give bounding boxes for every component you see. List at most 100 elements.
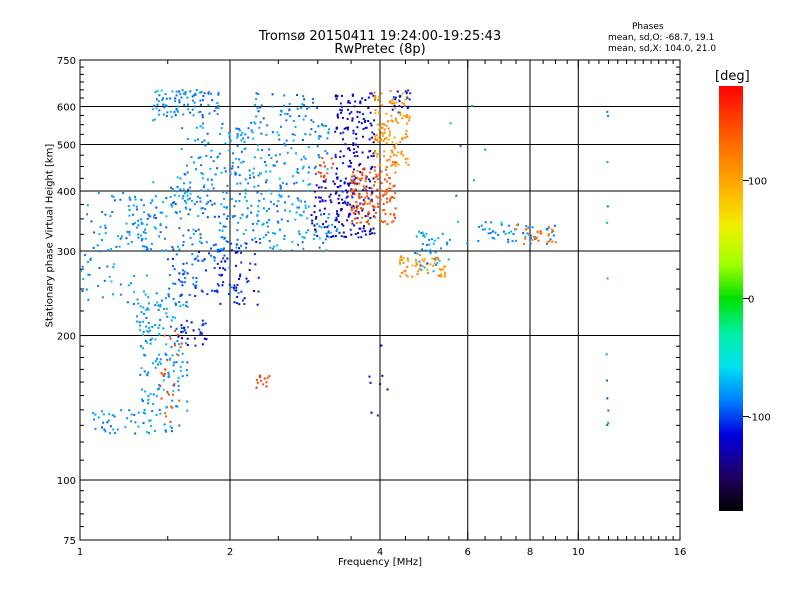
data-point	[219, 248, 222, 251]
data-point	[156, 301, 159, 304]
data-point	[313, 211, 316, 214]
data-point	[154, 91, 157, 94]
data-point	[301, 103, 304, 106]
data-point	[199, 110, 202, 113]
data-point	[160, 372, 163, 375]
data-point	[294, 152, 297, 155]
data-point	[219, 133, 222, 136]
data-point	[162, 379, 165, 382]
data-point	[455, 194, 458, 197]
data-point	[367, 96, 370, 99]
grid-lines	[80, 60, 680, 540]
data-point	[230, 286, 233, 289]
data-point	[113, 199, 116, 202]
data-point	[201, 99, 204, 102]
data-point	[197, 156, 200, 159]
data-point	[354, 100, 357, 103]
data-point	[165, 104, 168, 107]
data-point	[443, 275, 446, 278]
data-point	[395, 101, 398, 104]
data-point	[133, 274, 136, 277]
data-point	[345, 235, 348, 238]
data-point	[405, 92, 408, 95]
data-point	[487, 232, 490, 235]
data-point	[351, 196, 354, 199]
data-point	[417, 270, 420, 273]
data-point	[196, 195, 199, 198]
data-point	[217, 104, 220, 107]
data-point	[350, 190, 353, 193]
data-point	[111, 195, 114, 198]
data-point	[101, 426, 104, 429]
data-point	[244, 196, 247, 199]
data-point	[145, 249, 148, 252]
data-point	[238, 277, 241, 280]
data-point	[233, 301, 236, 304]
data-point	[550, 231, 553, 234]
data-point	[144, 339, 147, 342]
data-point	[328, 195, 331, 198]
data-point	[263, 160, 266, 163]
data-point	[155, 98, 158, 101]
data-point	[168, 357, 171, 360]
data-point	[217, 284, 220, 287]
data-point	[186, 103, 189, 106]
data-point	[369, 122, 372, 125]
data-point	[378, 102, 381, 105]
data-point	[309, 183, 312, 186]
data-point	[107, 419, 110, 422]
data-point	[151, 325, 154, 328]
data-point	[167, 295, 170, 298]
data-point	[235, 302, 238, 305]
data-point	[199, 99, 202, 102]
data-point	[165, 97, 168, 100]
data-point	[370, 167, 373, 170]
data-point	[142, 330, 145, 333]
data-point	[325, 124, 328, 127]
data-point	[386, 190, 389, 193]
data-point	[194, 286, 197, 289]
data-point	[128, 230, 131, 233]
data-point	[185, 164, 188, 167]
data-point	[116, 235, 119, 238]
data-point	[224, 260, 227, 263]
data-point	[306, 107, 309, 110]
data-point	[171, 205, 174, 208]
data-point	[156, 363, 159, 366]
data-point	[195, 280, 198, 283]
data-point	[389, 213, 392, 216]
data-point	[340, 207, 343, 210]
data-point	[388, 134, 391, 137]
data-point	[128, 214, 131, 217]
axis-ticks	[79, 59, 681, 540]
data-point	[234, 251, 237, 254]
data-point	[330, 201, 333, 204]
data-point	[326, 137, 329, 140]
data-point	[406, 135, 409, 138]
data-point	[183, 92, 186, 95]
data-point	[393, 184, 396, 187]
data-point	[99, 250, 102, 253]
data-point	[326, 168, 329, 171]
data-point	[145, 246, 148, 249]
data-point	[399, 141, 402, 144]
data-point	[207, 201, 210, 204]
colorbar-tick-label: 100	[748, 176, 767, 187]
data-point	[297, 171, 300, 174]
data-point	[280, 125, 283, 128]
data-point	[154, 366, 157, 369]
data-point	[379, 383, 382, 386]
data-point	[210, 92, 213, 95]
data-point	[245, 216, 248, 219]
data-point	[147, 371, 150, 374]
data-point	[326, 152, 329, 155]
data-point	[194, 230, 197, 233]
data-point	[183, 182, 186, 185]
data-point	[429, 249, 432, 252]
data-point	[399, 111, 402, 114]
data-point	[515, 224, 518, 227]
data-point	[434, 251, 437, 254]
data-point	[211, 99, 214, 102]
data-point	[406, 107, 409, 110]
